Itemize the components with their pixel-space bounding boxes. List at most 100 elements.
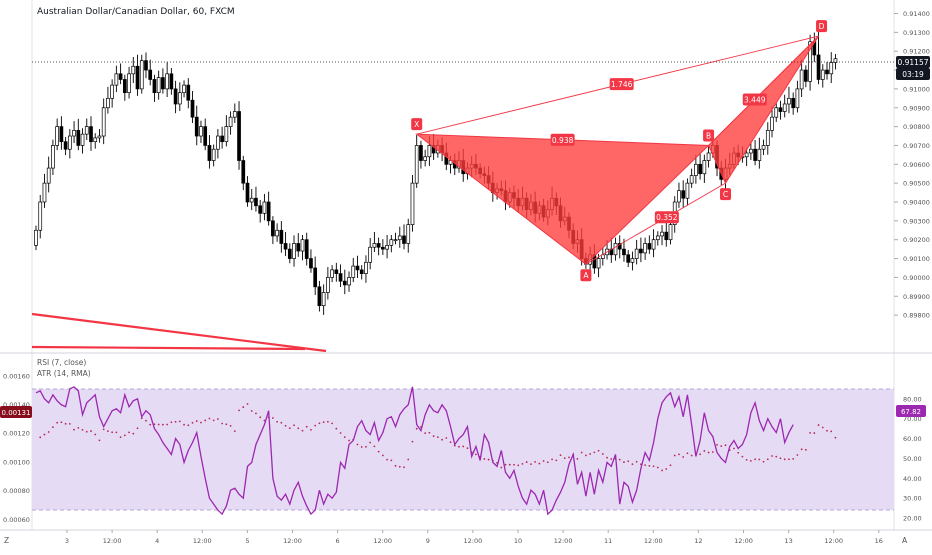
candle-body <box>152 79 157 94</box>
atr-point <box>661 469 663 472</box>
candle-body <box>177 92 182 105</box>
atr-point <box>627 460 630 463</box>
atr-point <box>665 468 668 470</box>
candle-body <box>55 126 60 146</box>
candle-body <box>156 77 161 94</box>
atr-point <box>98 439 101 442</box>
atr-point <box>530 463 532 466</box>
atr-point <box>208 417 211 420</box>
candle-body <box>334 269 339 274</box>
atr-point <box>623 461 625 463</box>
atr-point <box>115 431 118 434</box>
candle-body <box>313 267 318 288</box>
trend-line-lower[interactable] <box>31 345 306 351</box>
ratio-label-bd-bg <box>742 93 767 106</box>
atr-point <box>504 463 507 466</box>
atr-point <box>132 432 135 435</box>
candle-body <box>139 60 144 90</box>
candle-body <box>169 73 174 90</box>
atr-point <box>517 464 520 467</box>
candle-body <box>190 99 195 118</box>
atr-value-tag <box>0 406 32 418</box>
atr-point <box>394 464 397 467</box>
atr-point <box>436 436 439 439</box>
atr-point <box>191 421 194 424</box>
current-price-tag <box>896 56 930 68</box>
time-tick-label: 9 <box>426 537 430 545</box>
atr-point <box>52 426 54 429</box>
atr-point <box>398 465 401 468</box>
pattern-point-a: A <box>583 271 589 280</box>
candle-body <box>664 231 669 241</box>
atr-point <box>225 423 228 426</box>
candle-body <box>182 84 186 94</box>
price-tick-label: 0.90200 <box>903 236 930 244</box>
corner-label-right[interactable]: A <box>902 536 908 545</box>
price-tick-label: 0.91300 <box>903 29 930 37</box>
atr-point <box>631 463 634 466</box>
price-tick-label: 0.90300 <box>903 217 930 225</box>
candle-body <box>368 246 373 263</box>
pattern-line-bd[interactable] <box>708 35 819 146</box>
atr-point <box>153 423 156 426</box>
candle-body <box>397 235 402 241</box>
atr-point <box>348 439 350 442</box>
atr-point <box>762 460 765 463</box>
candle-body <box>753 148 757 161</box>
atr-point <box>271 417 274 419</box>
price-tick-label: 0.89900 <box>903 293 930 301</box>
ratio-label-xb: 0.938 <box>552 136 574 145</box>
atr-point <box>525 461 528 463</box>
atr-point <box>318 422 321 425</box>
candle-body <box>744 152 749 158</box>
atr-point <box>119 436 122 439</box>
price-tick-label: 0.90700 <box>903 142 930 150</box>
candle-body <box>144 60 148 71</box>
atr-point <box>513 463 515 466</box>
time-tick-label: 12:00 <box>464 537 483 545</box>
candle-body <box>702 160 707 175</box>
corner-label-left[interactable]: Z <box>4 536 9 545</box>
atr-point <box>140 417 143 420</box>
atr-point <box>834 436 837 439</box>
atr-point <box>716 444 718 446</box>
atr-point <box>589 453 592 455</box>
atr-point <box>60 421 63 424</box>
pattern-line-ac[interactable] <box>585 182 726 265</box>
atr-point <box>601 453 604 455</box>
price-tick-label: 0.90800 <box>903 123 930 131</box>
time-tick-label: 13 <box>784 537 792 545</box>
atr-point <box>288 427 291 430</box>
time-tick-label: 3 <box>65 537 69 545</box>
atr-point <box>343 436 346 439</box>
atr-point <box>174 420 177 423</box>
time-tick-label: 12:00 <box>554 537 573 545</box>
atr-point <box>754 458 756 461</box>
atr-point <box>305 425 308 428</box>
atr-point <box>428 431 431 434</box>
candle-body <box>393 239 398 242</box>
atr-point <box>618 458 621 461</box>
rsi-line[interactable] <box>35 386 794 516</box>
candle-body <box>660 231 664 237</box>
atr-point <box>73 428 75 431</box>
ratio-label-xd: 1.746 <box>611 80 633 89</box>
candle-body <box>283 243 288 250</box>
atr-point <box>449 441 452 444</box>
atr-point <box>233 430 236 433</box>
atr-point <box>246 403 249 405</box>
candle-body <box>321 292 326 307</box>
atr-point <box>293 424 295 427</box>
atr-point <box>90 430 92 432</box>
atr-point <box>749 459 752 462</box>
time-tick-label: 12:00 <box>734 537 753 545</box>
atr-point <box>817 424 820 426</box>
candle-body <box>84 126 89 135</box>
atr-tick-label: 0.00060 <box>3 516 30 524</box>
candle-body <box>220 135 224 143</box>
trend-line[interactable] <box>31 312 327 353</box>
atr-point <box>758 458 761 461</box>
atr-point <box>85 430 88 433</box>
